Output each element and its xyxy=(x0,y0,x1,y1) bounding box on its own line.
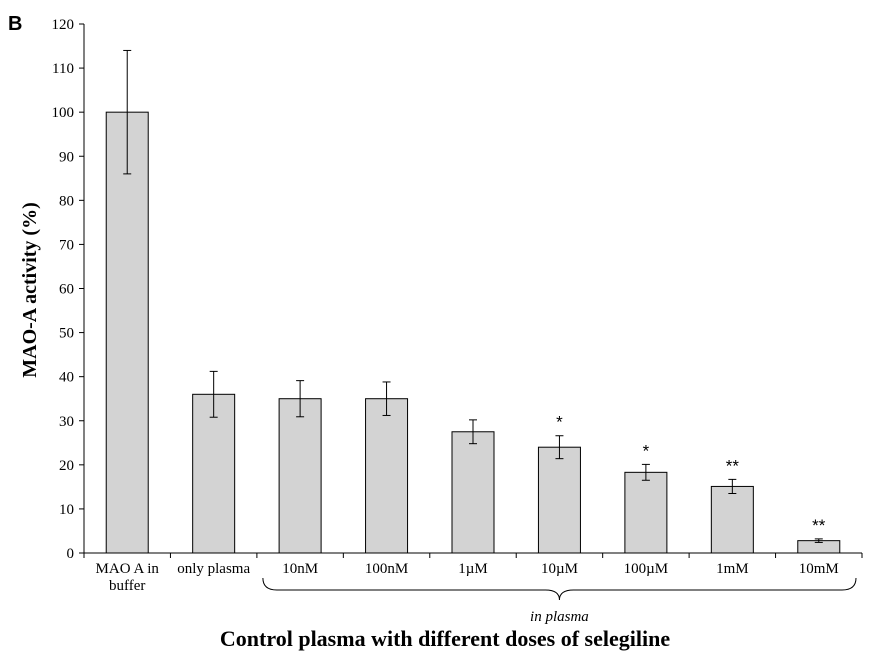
significance-marker: * xyxy=(556,413,563,432)
x-tick-label: 1µM xyxy=(458,561,487,577)
bar xyxy=(624,471,668,554)
x-tick-label: 10mM xyxy=(799,561,839,577)
bar xyxy=(451,431,495,554)
x-axis-label: Control plasma with different doses of s… xyxy=(220,626,670,651)
panel-label: B xyxy=(8,13,22,35)
x-tick-label: 100µM xyxy=(624,561,668,577)
y-tick-label: 30 xyxy=(59,414,74,430)
y-tick-label: 90 xyxy=(59,149,74,165)
bar xyxy=(365,398,409,554)
significance-marker: * xyxy=(643,441,650,460)
bar xyxy=(192,393,236,554)
x-tick-label: 1mM xyxy=(716,561,749,577)
y-tick-label: 100 xyxy=(52,105,75,121)
x-tick-label: 10µM xyxy=(541,561,578,577)
y-tick-label: 10 xyxy=(59,502,74,518)
y-tick-label: 50 xyxy=(59,326,74,342)
bar xyxy=(278,398,322,554)
y-axis-label: MAO-A activity (%) xyxy=(19,202,41,378)
y-tick-label: 80 xyxy=(59,193,74,209)
bar xyxy=(105,111,149,554)
y-tick-label: 20 xyxy=(59,458,74,474)
x-tick-label: MAO A in buffer xyxy=(96,561,160,594)
plot-area: 0 10 20 30 40 50 60 70 80 90 100 110 120 MAO A in buff… xyxy=(52,17,863,625)
y-tick-label: 70 xyxy=(59,237,74,253)
bar xyxy=(537,446,581,554)
significance-marker: ** xyxy=(726,456,740,475)
x-tick-label: 100nM xyxy=(365,561,408,577)
significance-marker: ** xyxy=(812,516,826,535)
y-tick-label: 120 xyxy=(52,17,75,33)
bar xyxy=(710,485,754,554)
y-tick-label: 40 xyxy=(59,370,74,386)
group-label: in plasma xyxy=(530,609,589,625)
y-tick-label: 0 xyxy=(67,546,75,562)
x-tick-label: only plasma xyxy=(177,561,250,577)
x-tick-label: 10nM xyxy=(282,561,318,577)
group-brace xyxy=(262,577,857,601)
y-tick-label: 110 xyxy=(52,61,74,77)
y-tick-label: 60 xyxy=(59,282,74,298)
